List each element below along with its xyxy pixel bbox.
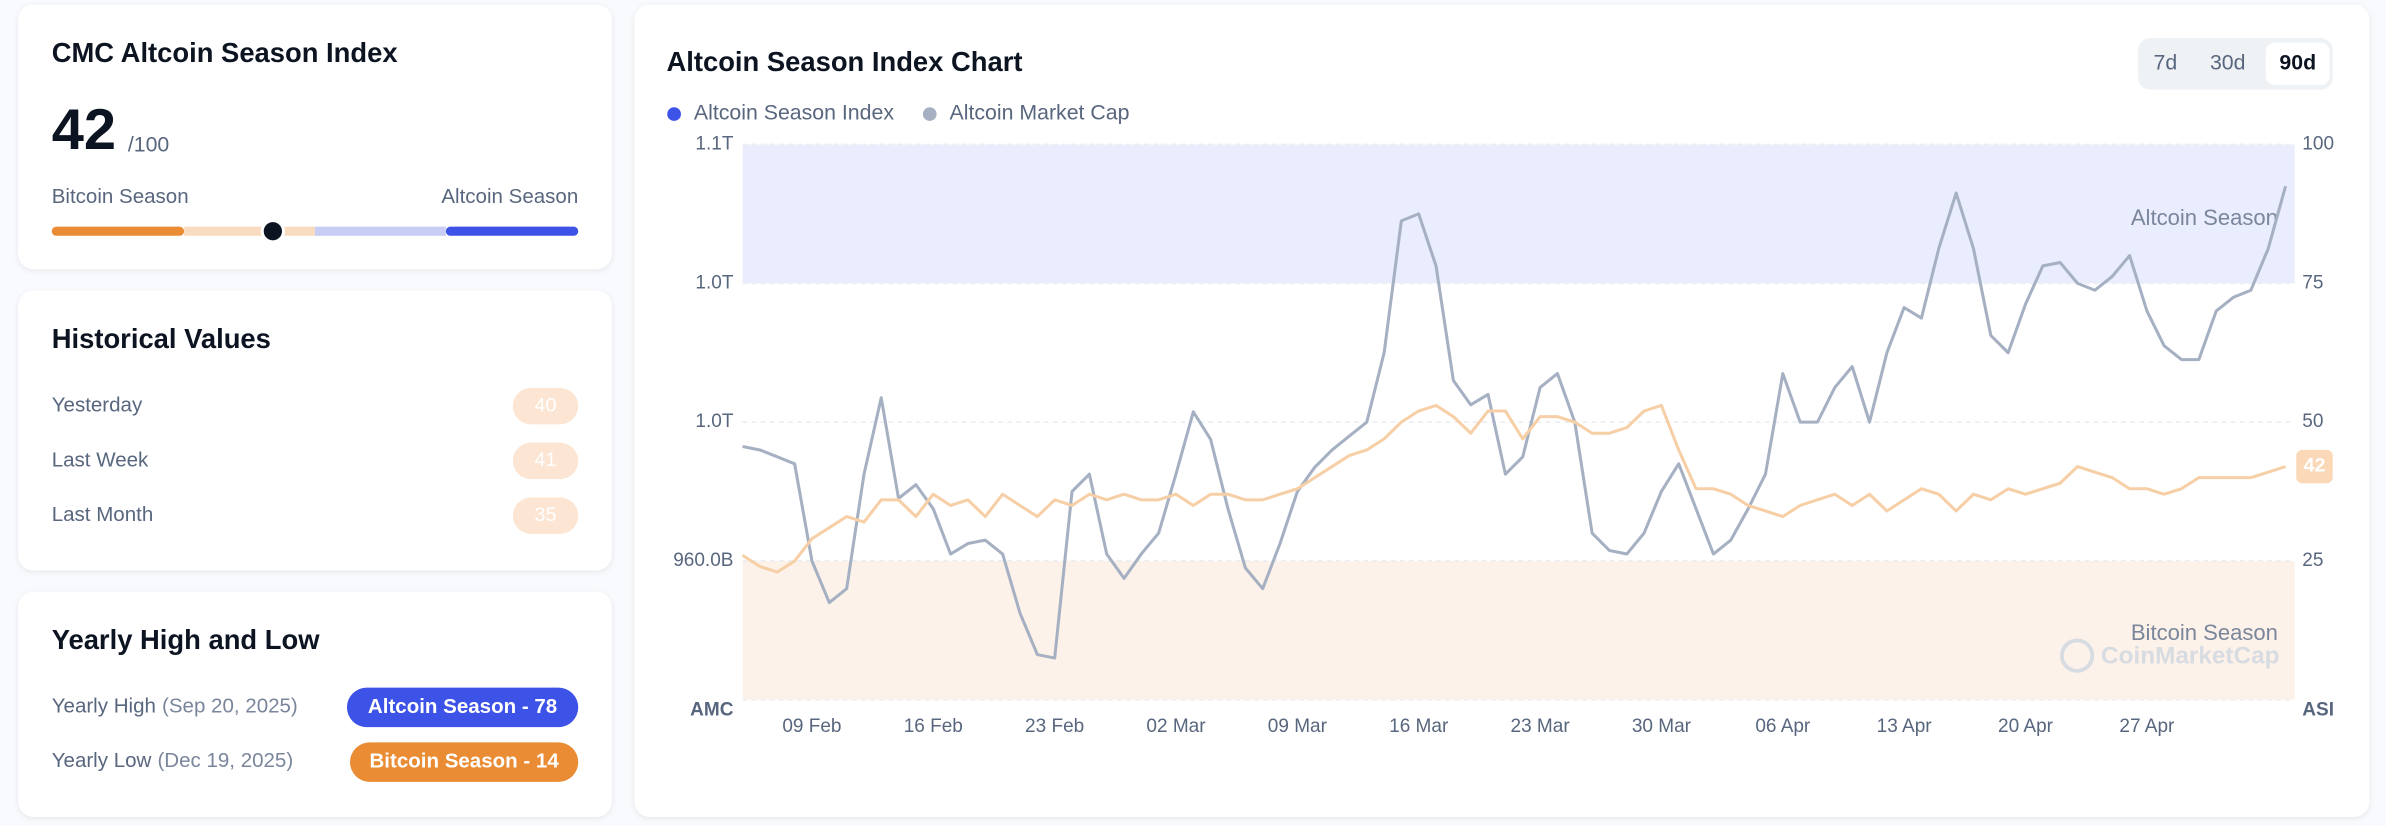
legend-label: Altcoin Season Index [694, 101, 894, 125]
y2-tick-label: 75 [2302, 272, 2323, 293]
range-button[interactable]: 7d [2154, 51, 2178, 75]
series-line [741, 403, 2287, 574]
season-badge [346, 687, 579, 728]
scale-label: Altcoin Season [441, 185, 578, 208]
row-date: (Sep 20, 2025) [162, 695, 298, 718]
value-badge [512, 387, 579, 425]
x-tick-label: 13 Apr [1877, 716, 1933, 737]
row-label-text: Yearly High [52, 695, 156, 718]
y-tick-label: 1.0T [695, 272, 733, 293]
row-label: Last Month [52, 503, 154, 526]
value-badge-text: 35 [535, 504, 557, 526]
x-tick-label: 20 Apr [1998, 716, 2054, 737]
y-tick-label: 1.0T [695, 411, 733, 432]
season-badge-text: Bitcoin Season - 14 [369, 750, 559, 773]
y-tick-label: 960.0B [673, 550, 733, 571]
x-tick-label: 30 Mar [1632, 716, 1692, 737]
index-max: /100 [128, 133, 170, 157]
x-tick-label: 02 Mar [1146, 716, 1206, 737]
card [18, 4, 612, 270]
y-tick-label: 1.1T [695, 134, 733, 155]
y2-axis-label: ASI [2302, 699, 2334, 720]
x-tick-label: 27 Apr [2119, 716, 2175, 737]
band-label: Altcoin Season [2131, 205, 2278, 230]
row-label: Yesterday [52, 394, 143, 417]
range-button-active[interactable] [2265, 42, 2330, 86]
x-tick-label: 09 Mar [1268, 716, 1328, 737]
scale-label: Bitcoin Season [52, 185, 189, 208]
season-band [742, 144, 2295, 284]
x-tick-label: 06 Apr [1755, 716, 1811, 737]
row-label-text: Yearly Low [52, 750, 152, 773]
x-tick-label: 16 Mar [1389, 716, 1449, 737]
index-value: 42 [52, 98, 116, 162]
y2-tick-label: 25 [2302, 550, 2323, 571]
y-axis-label: AMC [690, 699, 734, 720]
legend-label: Altcoin Market Cap [950, 101, 1130, 125]
x-tick-label: 16 Feb [904, 716, 963, 737]
row-label: Yearly High (Sep 20, 2025) [52, 695, 298, 718]
y2-tick-label: 50 [2302, 411, 2323, 432]
season-badge [349, 742, 579, 782]
scale-marker [260, 219, 286, 244]
value-badge [512, 497, 579, 534]
chart-title: Altcoin Season Index Chart [666, 46, 1022, 77]
watermark-logo [2059, 638, 2095, 673]
card-title: Yearly High and Low [52, 624, 320, 655]
scale-segment [314, 226, 446, 236]
row-label: Last Week [52, 448, 149, 471]
scale-segment [445, 226, 579, 236]
season-band [742, 560, 2295, 700]
scale-segment [184, 226, 315, 236]
row-date: (Dec 19, 2025) [157, 750, 293, 773]
legend-dot [667, 107, 681, 121]
band-label: Bitcoin Season [2131, 620, 2278, 645]
x-tick-label: 23 Mar [1511, 716, 1571, 737]
season-badge-text: Altcoin Season - 78 [368, 695, 557, 718]
y2-tick-label: 100 [2302, 134, 2334, 155]
range-button[interactable]: 90d [2279, 51, 2316, 75]
card-title: Historical Values [52, 323, 271, 354]
range-button[interactable]: 30d [2210, 51, 2246, 75]
card [18, 290, 612, 571]
card-title: CMC Altcoin Season Index [52, 37, 399, 68]
x-tick-label: 09 Feb [782, 716, 841, 737]
legend-dot [922, 107, 937, 121]
current-badge [2296, 449, 2333, 484]
series-line [742, 185, 2288, 660]
current-badge-text: 42 [2303, 455, 2325, 477]
value-badge-text: 40 [535, 394, 557, 416]
value-badge [512, 442, 579, 480]
x-tick-label: 23 Feb [1025, 716, 1084, 737]
row-label: Yearly Low (Dec 19, 2025) [52, 750, 293, 773]
scale-segment [51, 226, 185, 236]
value-badge-text: 41 [535, 449, 557, 471]
watermark: CoinMarketCap [2101, 643, 2279, 670]
